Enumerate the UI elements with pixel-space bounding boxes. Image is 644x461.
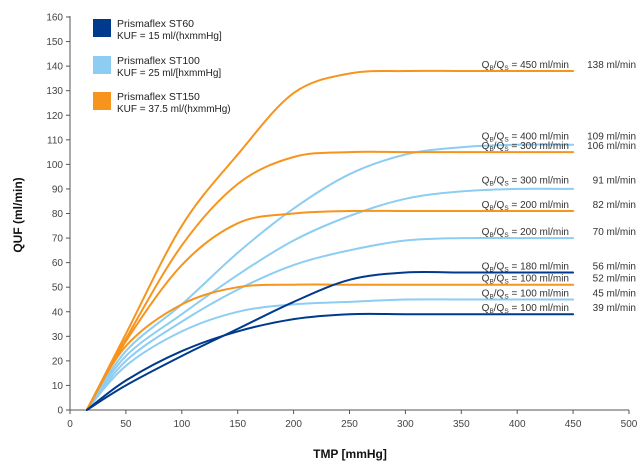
plateau-value-label: 70 ml/min (593, 227, 636, 238)
plateau-value-label: 138 ml/min (587, 60, 636, 71)
x-tick-label: 100 (173, 419, 190, 430)
plateau-value-label: 56 ml/min (593, 261, 636, 272)
legend-swatch-st150 (93, 92, 111, 110)
x-tick-label: 150 (229, 419, 246, 430)
y-tick-label: 140 (46, 62, 63, 73)
x-axis-title: TMP [mmHg] (313, 447, 387, 461)
series-line-st100-400 (85, 143, 575, 411)
y-tick-label: 110 (47, 135, 63, 146)
legend-kuf-st150: KUF = 37.5 ml/(hxmmHg) (117, 104, 231, 115)
y-tick-label: 130 (46, 86, 63, 97)
y-axis-title: QUF (ml/min) (11, 177, 25, 252)
y-tick-label: 90 (52, 184, 64, 195)
plateau-value-label: 106 ml/min (587, 141, 636, 152)
x-tick-label: 300 (397, 419, 414, 430)
legend-name-st60: Prismaflex ST60 (117, 18, 194, 30)
x-tick-label: 350 (453, 419, 470, 430)
plateau-value-label: 82 ml/min (593, 200, 636, 211)
series-line-st60-100 (85, 312, 575, 411)
flow-annotation: QB/QS = 200 ml/min (482, 227, 569, 239)
legend-swatch-st100 (93, 56, 111, 74)
plateau-value-label: 39 ml/min (593, 303, 636, 314)
y-tick-label: 80 (52, 209, 64, 220)
series-line-st150-300 (85, 150, 575, 411)
y-tick-label: 160 (46, 13, 63, 24)
x-tick-label: 200 (285, 419, 302, 430)
y-tick-label: 70 (52, 234, 64, 245)
flow-annotation: QB/QS = 100 ml/min (482, 303, 569, 315)
series-line-st100-300 (85, 187, 575, 411)
legend-kuf-st100: KUF = 25 ml/[hxmmHg] (117, 68, 221, 79)
flow-annotation: QB/QS = 450 ml/min (482, 60, 569, 72)
x-tick-label: 500 (621, 419, 638, 430)
legend-swatch-st60 (93, 19, 111, 37)
series-line-st100-200 (85, 236, 575, 411)
y-tick-label: 20 (52, 356, 64, 367)
y-tick-label: 60 (52, 258, 64, 269)
flow-annotation: QB/QS = 300 ml/min (482, 175, 569, 187)
flow-annotation: QB/QS = 200 ml/min (482, 200, 569, 212)
legend-kuf-st60: KUF = 15 ml/(hxmmHg] (117, 31, 222, 42)
legend-name-st150: Prismaflex ST150 (117, 91, 200, 103)
x-tick-label: 0 (67, 419, 73, 430)
x-tick-label: 400 (509, 419, 526, 430)
plateau-value-label: 52 ml/min (593, 274, 636, 285)
flow-annotation: QB/QS = 100 ml/min (482, 274, 569, 286)
flow-annotation: QB/QS = 400 ml/min (482, 131, 569, 143)
plateau-value-label: 45 ml/min (593, 288, 636, 299)
y-tick-label: 0 (57, 406, 63, 417)
series-line-st60-180 (85, 270, 575, 411)
y-tick-label: 30 (52, 332, 64, 343)
y-tick-label: 40 (52, 307, 64, 318)
series-line-st150-200 (85, 209, 575, 411)
flow-annotation: QB/QS = 300 ml/min (482, 141, 569, 153)
flow-annotation: QB/QS = 100 ml/min (482, 288, 569, 300)
y-tick-label: 50 (52, 283, 64, 294)
y-tick-label: 100 (46, 160, 63, 171)
legend: Prismaflex ST60 KUF = 15 ml/(hxmmHg] Pri… (93, 18, 231, 115)
plateau-value-label: 109 ml/min (587, 131, 636, 142)
y-tick-label: 120 (46, 111, 63, 122)
x-tick-label: 250 (341, 419, 358, 430)
plateau-value-label: 91 ml/min (593, 175, 636, 186)
y-tick-label: 10 (52, 381, 64, 392)
legend-name-st100: Prismaflex ST100 (117, 55, 200, 67)
y-tick-label: 150 (46, 37, 63, 48)
series-line-st100-100 (85, 298, 575, 411)
x-tick-label: 450 (565, 419, 582, 430)
x-tick-label: 50 (120, 419, 132, 430)
flow-annotation: QB/QS = 180 ml/min (482, 261, 569, 273)
series-line-st150-450 (85, 69, 575, 411)
series-line-st150-100 (85, 283, 575, 411)
